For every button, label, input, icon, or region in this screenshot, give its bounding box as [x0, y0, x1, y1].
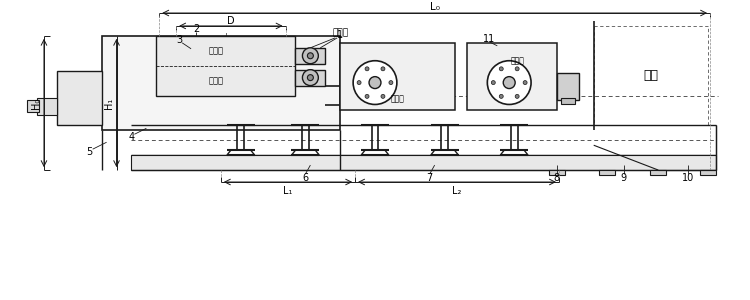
Text: H₁: H₁ [104, 97, 113, 109]
Text: L₁: L₁ [284, 186, 292, 196]
Circle shape [365, 94, 369, 98]
Text: 有杆腼: 有杆腼 [209, 76, 224, 85]
Circle shape [389, 81, 393, 85]
Text: 无杆腼: 无杆腼 [209, 46, 224, 55]
Circle shape [302, 70, 318, 86]
Bar [557, 73, 579, 100]
Text: 5: 5 [86, 147, 93, 157]
Text: 11: 11 [483, 34, 496, 44]
Circle shape [357, 81, 361, 85]
Text: 6: 6 [302, 173, 308, 183]
Bar [131, 155, 716, 170]
Text: D: D [227, 16, 235, 26]
Circle shape [503, 76, 515, 88]
Circle shape [369, 76, 381, 88]
Text: 1: 1 [338, 30, 344, 40]
Circle shape [365, 67, 369, 71]
Text: L₀: L₀ [430, 2, 439, 12]
Circle shape [353, 61, 397, 104]
Text: H₀: H₀ [31, 97, 41, 109]
Text: 9: 9 [620, 173, 626, 183]
Text: 无杆腼: 无杆腼 [391, 94, 404, 103]
Circle shape [381, 67, 385, 71]
Circle shape [302, 48, 318, 64]
Circle shape [308, 53, 314, 59]
Bar [296, 70, 326, 86]
Circle shape [515, 94, 519, 98]
Circle shape [488, 61, 531, 104]
Bar [27, 100, 39, 112]
Bar [561, 98, 574, 104]
Text: 重物: 重物 [644, 69, 658, 82]
Text: 10: 10 [682, 173, 694, 183]
Bar [296, 48, 326, 64]
Circle shape [491, 81, 495, 85]
Bar [700, 170, 716, 175]
Text: L₂: L₂ [452, 186, 462, 196]
Bar [467, 43, 557, 110]
Bar [101, 36, 340, 130]
Text: 7: 7 [427, 173, 433, 183]
Bar [650, 170, 666, 175]
Text: 有杆腼: 有杆腼 [510, 56, 524, 65]
Text: 8: 8 [554, 173, 560, 183]
Text: 4: 4 [128, 132, 134, 142]
Circle shape [500, 94, 503, 98]
Circle shape [381, 94, 385, 98]
Bar [37, 98, 57, 116]
Circle shape [523, 81, 527, 85]
Circle shape [308, 75, 314, 81]
Text: 2: 2 [193, 24, 200, 34]
Text: 3: 3 [176, 35, 182, 45]
Circle shape [500, 67, 503, 71]
Bar [57, 71, 101, 125]
Circle shape [515, 67, 519, 71]
Bar [340, 43, 454, 110]
Bar [549, 170, 565, 175]
Bar [156, 36, 296, 95]
Bar [598, 170, 614, 175]
Text: 泵泵站: 泵泵站 [332, 28, 348, 38]
